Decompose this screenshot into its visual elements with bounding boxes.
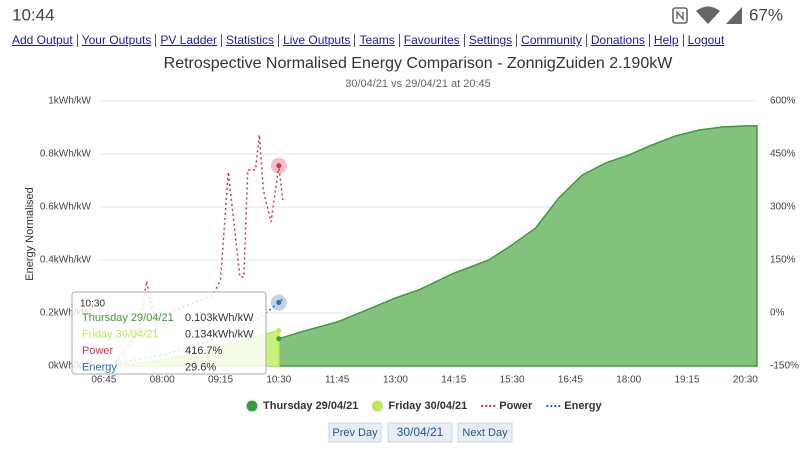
legend-marker [371, 400, 383, 412]
nav-link[interactable]: Help [648, 34, 683, 47]
tooltip-label: Energy [82, 361, 117, 373]
x-tick-label: 09:15 [208, 375, 233, 386]
legend-label[interactable]: Friday 30/04/21 [388, 400, 467, 412]
nav-link[interactable]: Settings [463, 34, 516, 47]
status-icons [672, 6, 742, 24]
chart-title: Retrospective Normalised Energy Comparis… [164, 55, 674, 72]
chart-subtitle: 30/04/21 vs 29/04/21 at 20:45 [345, 78, 491, 90]
button-label[interactable]: 30/04/21 [397, 425, 444, 439]
legend-marker [246, 400, 258, 412]
legend-label[interactable]: Energy [564, 400, 602, 412]
x-tick-label: 20:30 [733, 375, 758, 386]
status-time: 10:44 [12, 5, 55, 24]
nav-link[interactable]: PV Ladder [155, 34, 221, 47]
highlight-point [276, 163, 282, 169]
y2-tick-label: 450% [770, 149, 796, 160]
y2-tick-label: 600% [770, 96, 796, 107]
y2-tick-label: 0% [770, 308, 785, 319]
tooltip-label: Thursday 29/04/21 [82, 312, 174, 324]
legend-label[interactable]: Power [499, 400, 533, 412]
y-tick-label: 0.6kWh/kW [40, 202, 92, 213]
y-tick-label: 0kWh/kW [48, 361, 91, 372]
x-tick-label: 14:15 [441, 375, 466, 386]
nav-link[interactable]: Donations [585, 34, 649, 47]
highlight-point [276, 300, 282, 306]
tooltip-value: 29.6% [185, 361, 216, 373]
tooltip-value: 416.7% [185, 345, 223, 357]
tooltip-label: Friday 30/04/21 [82, 328, 158, 340]
button-label[interactable]: Prev Day [332, 427, 378, 439]
button[interactable] [457, 422, 513, 443]
tooltip-value: 0.134kWh/kW [185, 328, 254, 340]
y-tick-label: 0.4kWh/kW [40, 255, 92, 266]
legend-label[interactable]: Thursday 29/04/21 [263, 400, 358, 412]
x-tick-label: 06:45 [91, 375, 116, 386]
x-tick-label: 10:30 [266, 375, 291, 386]
nav-link[interactable]: Live Outputs [278, 34, 354, 47]
y-tick-label: 1kWh/kW [48, 96, 91, 107]
tooltip-box [71, 291, 267, 375]
y-tick-label: 0.2kWh/kW [40, 308, 92, 319]
nav-link[interactable]: Favourites [398, 34, 464, 47]
y2-tick-label: -150% [770, 361, 799, 372]
nav-bar: Add Output Your Outputs PV Ladder Statistic… [12, 34, 728, 47]
nav-link[interactable]: Teams [354, 34, 398, 47]
x-tick-label: 11:45 [325, 375, 350, 386]
nav-link[interactable]: Logout [682, 34, 729, 47]
y-tick-label: 0.8kWh/kW [40, 149, 92, 160]
y2-tick-label: 150% [770, 255, 796, 266]
x-tick-label: 08:00 [150, 375, 175, 386]
nav-link[interactable]: Community [516, 34, 586, 47]
button[interactable] [387, 422, 453, 443]
x-tick-label: 18:00 [616, 375, 641, 386]
button-label[interactable]: Next Day [462, 427, 508, 439]
x-tick-label: 19:15 [675, 375, 700, 386]
button[interactable] [328, 422, 382, 443]
nav-link[interactable]: Your Outputs [76, 34, 156, 47]
y2-tick-label: 300% [770, 202, 796, 213]
status-battery: 67% [749, 5, 783, 24]
tooltip-label: Power [82, 345, 114, 357]
highlight-point [276, 327, 282, 333]
x-tick-label: 16:45 [558, 375, 583, 386]
nav-link[interactable]: Statistics [221, 34, 278, 47]
x-tick-label: 13:00 [383, 375, 408, 386]
nav-link[interactable]: Add Output [12, 33, 73, 47]
tooltip-time: 10:30 [80, 299, 105, 310]
tooltip-value: 0.103kWh/kW [185, 312, 254, 324]
highlight-point [276, 336, 282, 342]
y-axis-label: Energy Normalised [24, 187, 36, 281]
x-tick-label: 15:30 [500, 375, 525, 386]
